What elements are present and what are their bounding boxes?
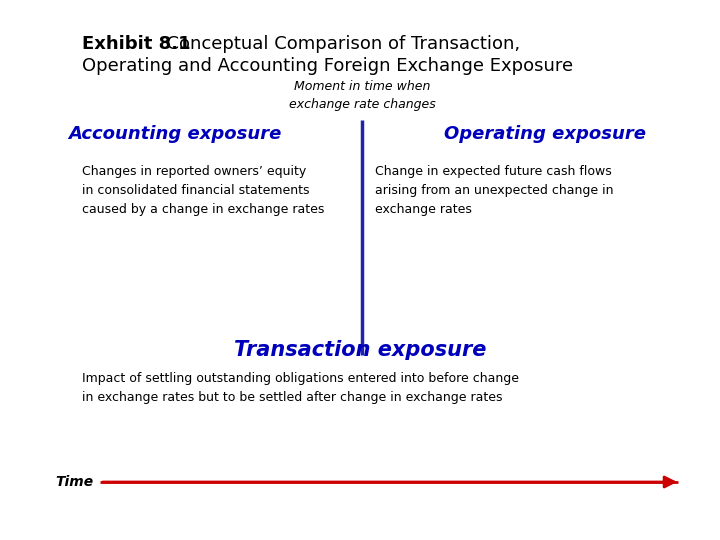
Text: Changes in reported owners’ equity
in consolidated financial statements
caused b: Changes in reported owners’ equity in co…: [82, 165, 325, 216]
Text: Operating exposure: Operating exposure: [444, 125, 646, 143]
Text: Operating and Accounting Foreign Exchange Exposure: Operating and Accounting Foreign Exchang…: [82, 57, 573, 75]
Text: Change in expected future cash flows
arising from an unexpected change in
exchan: Change in expected future cash flows ari…: [375, 165, 613, 216]
Text: Time: Time: [55, 475, 93, 489]
Text: Transaction exposure: Transaction exposure: [234, 340, 486, 360]
Text: Exhibit 8.1: Exhibit 8.1: [82, 35, 191, 53]
Text: Conceptual Comparison of Transaction,: Conceptual Comparison of Transaction,: [155, 35, 520, 53]
Text: Impact of settling outstanding obligations entered into before change
in exchang: Impact of settling outstanding obligatio…: [82, 372, 519, 404]
Text: Accounting exposure: Accounting exposure: [68, 125, 282, 143]
Text: Moment in time when
exchange rate changes: Moment in time when exchange rate change…: [289, 80, 436, 111]
